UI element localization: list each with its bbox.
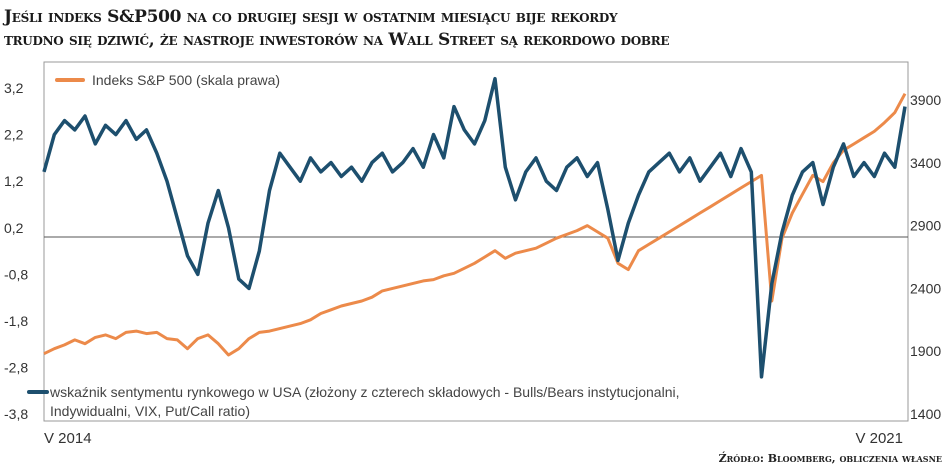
left-tick-label: -2,8 [4,360,28,376]
left-tick-label: -0,8 [4,266,28,282]
chart-title: Jeśli indeks S&P500 na co drugiej sesji … [4,6,670,52]
left-tick-label: 0,2 [4,220,24,236]
left-tick-label: 2,2 [4,127,24,143]
left-tick-label: -1,8 [4,313,28,329]
series-line-sentiment [42,76,907,379]
right-tick-label: 2400 [910,280,941,296]
left-tick-label: 3,2 [4,80,24,96]
left-tick-label: -3,8 [4,406,28,422]
right-tick-label: 2900 [910,218,941,234]
right-tick-label: 3900 [910,92,941,108]
source-note: Źródło: Bloomberg, obliczenia własne [718,452,942,465]
legend-label-sentiment-1: wskaźnik sentymentu rynkowego w USA (zło… [49,384,679,400]
legend-label-sentiment-2: Indywidualni, VIX, Put/Call ratio) [50,403,250,419]
right-tick-label: 1400 [910,406,941,422]
title-line-2: trudno się dziwić, że nastroje inwestoró… [4,30,670,50]
right-tick-label: 1900 [910,343,941,359]
right-tick-label: 3400 [910,155,941,171]
title-line-1: Jeśli indeks S&P500 na co drugiej sesji … [4,7,618,27]
legend-label-sp500: Indeks S&P 500 (skala prawa) [92,72,280,88]
left-tick-label: 1,2 [4,173,24,189]
plot-frame [43,61,909,422]
series-line-sp500 [43,92,907,357]
x-tick-end: V 2021 [855,430,903,447]
x-tick-start: V 2014 [44,430,92,447]
